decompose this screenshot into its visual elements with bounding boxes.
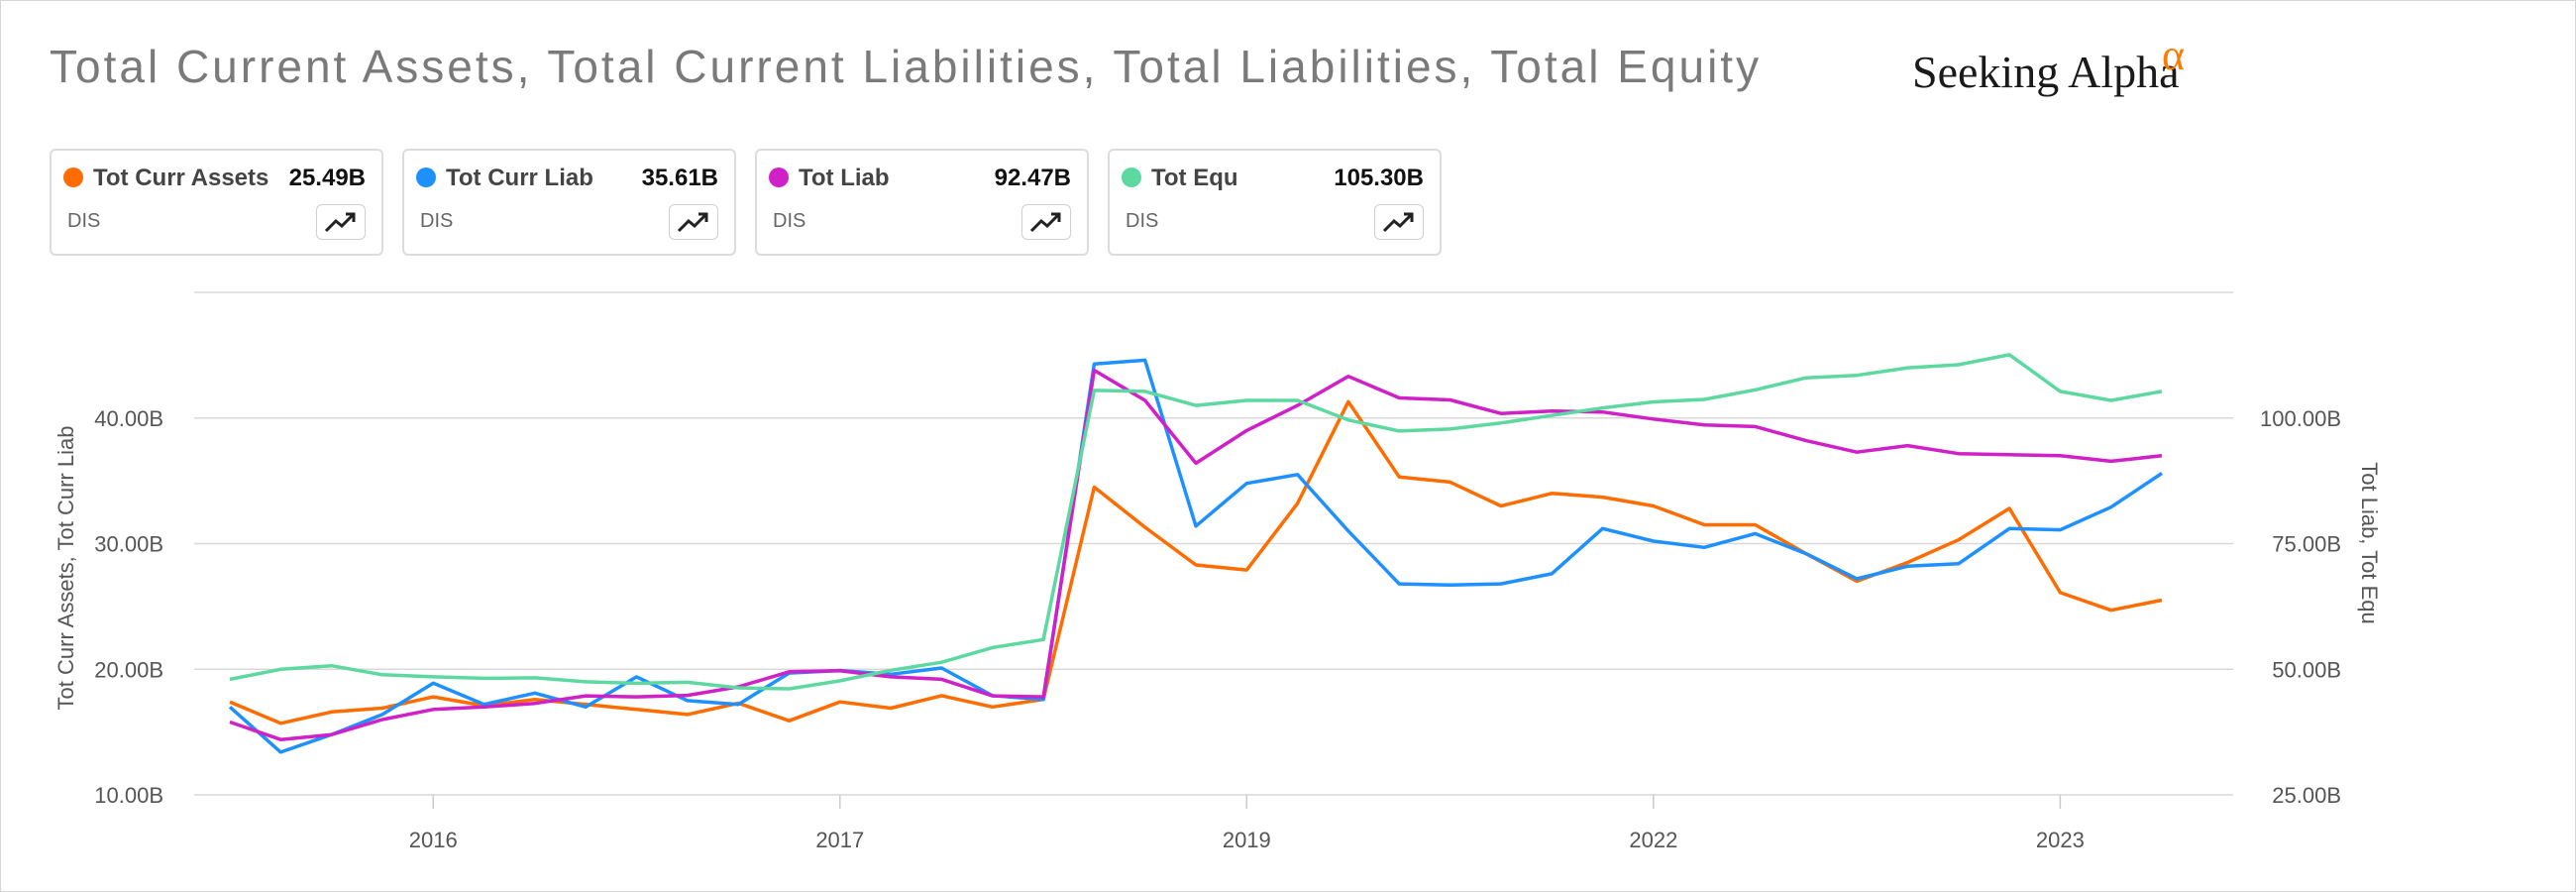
series-value: 92.47B [994,165,1071,191]
right-tick-label: 25.00B [2272,783,2341,808]
brand-logo: Seeking Alpha [1912,47,2180,97]
x-tick-label: 2023 [2036,828,2085,852]
chart-title: Total Current Assets, Total Current Liab… [50,41,1763,92]
trend-up-icon[interactable] [669,204,718,240]
left-axis-title: Tot Curr Assets, Tot Curr Liab [54,426,78,711]
legend-card-tot-curr-liab[interactable]: Tot Curr Liab 35.61B DIS [402,149,736,256]
series-label: Tot Equ [1151,165,1238,191]
series-line-tot-liab[interactable] [229,368,2163,741]
series-ticker: DIS [1126,210,1159,232]
left-tick-label: 40.00B [94,406,163,431]
series-ticker: DIS [420,210,454,232]
series-value: 105.30B [1334,165,1424,191]
right-tick-label: 100.00B [2260,406,2341,431]
left-tick-label: 20.00B [94,657,163,682]
right-tick-label: 50.00B [2272,657,2341,682]
series-value: 25.49B [288,165,366,191]
trend-up-icon[interactable] [1021,204,1071,240]
series-line-tot-curr-liab[interactable] [228,358,2163,754]
x-tick-label: 2019 [1223,828,1271,852]
left-axis-ticks: 10.00B 20.00B 30.00B 40.00B [94,406,163,808]
series-label: Tot Liab [799,165,890,191]
series-label: Tot Curr Assets [93,165,269,191]
series-color-dot [63,167,83,187]
legend-card-tot-equ[interactable]: Tot Equ 105.30B DIS [1108,149,1442,256]
grid-lines [194,291,2233,796]
left-tick-label: 30.00B [94,532,163,557]
legend-card-tot-liab[interactable]: Tot Liab 92.47B DIS [755,149,1089,256]
brand-alpha-symbol: α [2162,31,2186,79]
trend-up-icon[interactable] [316,204,366,240]
series-value: 35.61B [641,165,718,191]
series-label: Tot Curr Liab [446,165,593,191]
left-tick-label: 10.00B [94,783,163,808]
x-tick-label: 2022 [1629,828,1677,852]
trend-up-icon[interactable] [1374,204,1424,240]
right-axis-title: Tot Liab, Tot Equ [2357,462,2382,624]
series-color-dot [769,167,789,187]
x-axis-ticks: 2016 2017 2019 2022 2023 [409,795,2085,852]
series-ticker: DIS [67,210,101,232]
legend-card-tot-curr-assets[interactable]: Tot Curr Assets 25.49B DIS [50,149,383,256]
series-line-tot-equ[interactable] [229,353,2163,691]
series-lines [228,353,2163,754]
x-tick-label: 2017 [815,828,864,852]
series-color-dot [1122,167,1141,187]
right-tick-label: 75.00B [2272,532,2341,557]
right-axis-ticks: 25.00B 50.00B 75.00B 100.00B [2260,406,2341,808]
series-color-dot [416,167,436,187]
x-tick-label: 2016 [409,828,458,852]
series-ticker: DIS [773,210,806,232]
